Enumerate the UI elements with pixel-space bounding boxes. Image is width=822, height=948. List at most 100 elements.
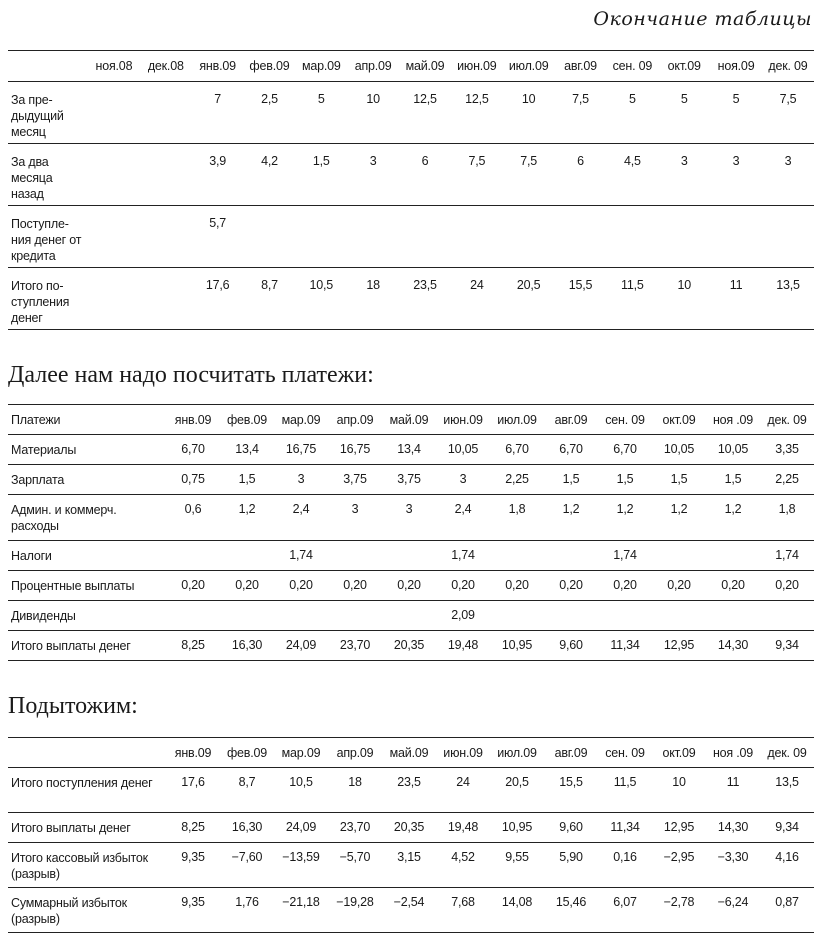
column-header: фев.09 xyxy=(220,737,274,768)
table-cell: −7,60 xyxy=(220,842,274,888)
table-cell: 5,90 xyxy=(544,842,598,888)
table-cell xyxy=(220,600,274,631)
table-cell: 20,35 xyxy=(382,812,436,843)
row-label: Итого выплаты денег xyxy=(8,630,166,661)
table-cell: 1,2 xyxy=(598,494,652,541)
table-cell: 8,7 xyxy=(243,267,296,330)
row-header-label xyxy=(8,737,166,768)
row-label: За пре-дыдущий месяц xyxy=(8,81,88,144)
table-cell: 0,16 xyxy=(598,842,652,888)
column-header: дек. 09 xyxy=(760,404,814,435)
table-cell xyxy=(139,205,192,268)
table-cell: 16,30 xyxy=(220,812,274,843)
column-header: авг.09 xyxy=(554,50,607,82)
table-cell xyxy=(295,205,348,268)
table-cell: 1,8 xyxy=(760,494,814,541)
table-row: Налоги 1,74 1,74 1,74 1,74 xyxy=(8,540,814,571)
column-header: янв.09 xyxy=(166,737,220,768)
table-cell: 5 xyxy=(710,81,762,144)
row-label: Итого кассовый избыток (разрыв) xyxy=(8,842,166,888)
column-header: авг.09 xyxy=(544,404,598,435)
table-cell: 10,05 xyxy=(652,434,706,465)
table-cell: 18 xyxy=(347,267,400,330)
table-cell: 14,30 xyxy=(706,630,760,661)
column-header: дек. 09 xyxy=(761,50,814,82)
table-cell: −2,54 xyxy=(382,887,436,933)
table-row: За два месяца назад 3,9 4,2 1,5 3 6 7,5 7,5 6 4,5… xyxy=(8,143,814,206)
summary-heading: Подытожим: xyxy=(8,693,138,719)
table-cell: 0,20 xyxy=(706,570,760,601)
table-cell xyxy=(490,540,544,571)
table-cell: 11,34 xyxy=(598,812,652,843)
table-cell: 9,34 xyxy=(760,630,814,661)
row-label: Поступле-ния денег от кредита xyxy=(8,205,88,268)
table-cell xyxy=(658,205,711,268)
table-cell: 11,5 xyxy=(598,767,652,813)
row-label: Итого поступления денег xyxy=(8,767,166,813)
table-cell: −3,30 xyxy=(706,842,760,888)
table-cell: 11 xyxy=(710,267,762,330)
column-header: июл.09 xyxy=(502,50,555,82)
table-cell xyxy=(502,205,555,268)
table-cell xyxy=(761,205,814,268)
row-label: Дивиденды xyxy=(8,600,166,631)
table-cell: 0,20 xyxy=(490,570,544,601)
table-cell: −21,18 xyxy=(274,887,328,933)
table-cell: 0,20 xyxy=(328,570,382,601)
table-cell: 24,09 xyxy=(274,630,328,661)
row-header-label xyxy=(8,50,88,82)
table-cell xyxy=(598,600,652,631)
table-cell: −19,28 xyxy=(328,887,382,933)
table-cell: 0,20 xyxy=(220,570,274,601)
column-header: май.09 xyxy=(382,737,436,768)
table-row: Итого по-ступления денег 17,6 8,7 10,5 18 23,… xyxy=(8,267,814,330)
table-cell xyxy=(710,205,762,268)
table-cell: 6,70 xyxy=(490,434,544,465)
table-cell: 6,07 xyxy=(598,887,652,933)
table-cell: 3 xyxy=(710,143,762,206)
table-row: Админ. и коммерч. расходы 0,6 1,2 2,4 3 3 2,4 1… xyxy=(8,494,814,541)
column-header: фев.09 xyxy=(220,404,274,435)
table-cell: 14,08 xyxy=(490,887,544,933)
table-cell xyxy=(544,600,598,631)
table-cell: 7,5 xyxy=(502,143,555,206)
column-header: дек. 09 xyxy=(760,737,814,768)
table-cell: 17,6 xyxy=(166,767,220,813)
table-cell: 10 xyxy=(502,81,555,144)
table-cell xyxy=(139,267,192,330)
table-cell: 19,48 xyxy=(436,630,490,661)
table-cell: 7 xyxy=(191,81,244,144)
table-cell: 8,25 xyxy=(166,812,220,843)
table-cell: 0,20 xyxy=(760,570,814,601)
column-header: ноя .09 xyxy=(706,404,760,435)
table-row: Итого кассовый избыток (разрыв) 9,35 −7,60… xyxy=(8,842,814,888)
table-cell: 3 xyxy=(761,143,814,206)
row-label: Итого по-ступления денег xyxy=(8,267,88,330)
table-cell: 0,20 xyxy=(544,570,598,601)
column-header: май.09 xyxy=(382,404,436,435)
table-cell: 9,35 xyxy=(166,842,220,888)
table-cell: 3,15 xyxy=(382,842,436,888)
table-cell: 8,25 xyxy=(166,630,220,661)
table-cell: 3 xyxy=(347,143,400,206)
table-cell: 5 xyxy=(658,81,711,144)
table-cell: 23,5 xyxy=(382,767,436,813)
table-cell: 10,95 xyxy=(490,630,544,661)
table-row: Суммарный избыток (разрыв) 9,35 1,76 −21,18… xyxy=(8,887,814,933)
table-cell: 5 xyxy=(606,81,659,144)
column-header: сен. 09 xyxy=(598,737,652,768)
table-cell: 14,30 xyxy=(706,812,760,843)
table-cell: 0,20 xyxy=(652,570,706,601)
table-cell: 3 xyxy=(382,494,436,541)
table-row: Материалы 6,70 13,4 16,75 16,75 13,4 10,05 6,70… xyxy=(8,434,814,465)
column-header: июл.09 xyxy=(490,404,544,435)
table-cell xyxy=(544,540,598,571)
table-cell: 13,5 xyxy=(761,267,814,330)
column-header: июн.09 xyxy=(450,50,503,82)
table-cell: 3,75 xyxy=(328,464,382,495)
row-label: Материалы xyxy=(8,434,166,465)
row-label: Зарплата xyxy=(8,464,166,495)
table-cell: 6 xyxy=(554,143,607,206)
table-cell xyxy=(88,81,140,144)
